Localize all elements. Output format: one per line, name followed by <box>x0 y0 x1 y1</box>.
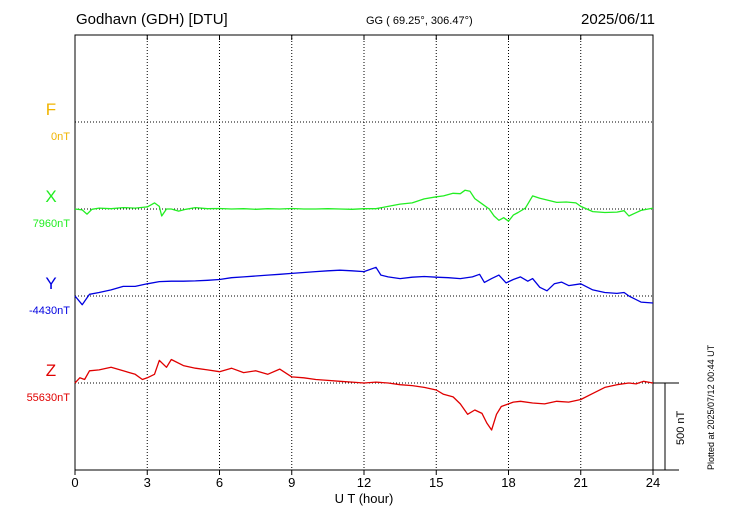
x-tick-label: 21 <box>574 475 588 490</box>
x-tick-label: 18 <box>501 475 515 490</box>
station-coordinates: GG ( 69.25°, 306.47°) <box>366 15 473 27</box>
series-baseline-z: 55630nT <box>27 392 71 404</box>
series-baseline-y: -4430nT <box>29 305 70 317</box>
scale-bar: 500 nT <box>653 382 687 471</box>
series-labels: F 0nT X 7960nT Y -4430nT Z 55630nT <box>27 100 71 404</box>
grid <box>146 35 582 470</box>
x-tick-label: 9 <box>288 475 295 490</box>
series-name-x: X <box>45 187 56 206</box>
x-tick-label: 0 <box>71 475 78 490</box>
plot-date: 2025/06/11 <box>581 11 655 28</box>
series-baseline-x: 7960nT <box>33 218 71 230</box>
x-tick-label: 24 <box>646 475 660 490</box>
series-baseline-f: 0nT <box>51 131 70 143</box>
series-line-x <box>74 189 654 222</box>
series-lines <box>74 189 654 431</box>
x-axis-ticks: 0 3 6 9 12 15 18 21 24 <box>71 35 660 490</box>
series-name-f: F <box>46 100 56 119</box>
series-name-z: Z <box>46 361 56 380</box>
x-tick-label: 12 <box>357 475 371 490</box>
x-axis-label: U T (hour) <box>335 491 394 506</box>
x-tick-label: 6 <box>216 475 223 490</box>
series-line-z <box>74 358 654 431</box>
series-name-y: Y <box>45 274 56 293</box>
x-tick-label: 3 <box>144 475 151 490</box>
series-line-y <box>74 266 654 306</box>
x-tick-label: 15 <box>429 475 443 490</box>
plotted-timestamp: Plotted at 2025/07/12 00:44 UT <box>706 344 716 470</box>
station-title: Godhavn (GDH) [DTU] <box>76 11 228 28</box>
scale-bar-label: 500 nT <box>675 410 687 445</box>
